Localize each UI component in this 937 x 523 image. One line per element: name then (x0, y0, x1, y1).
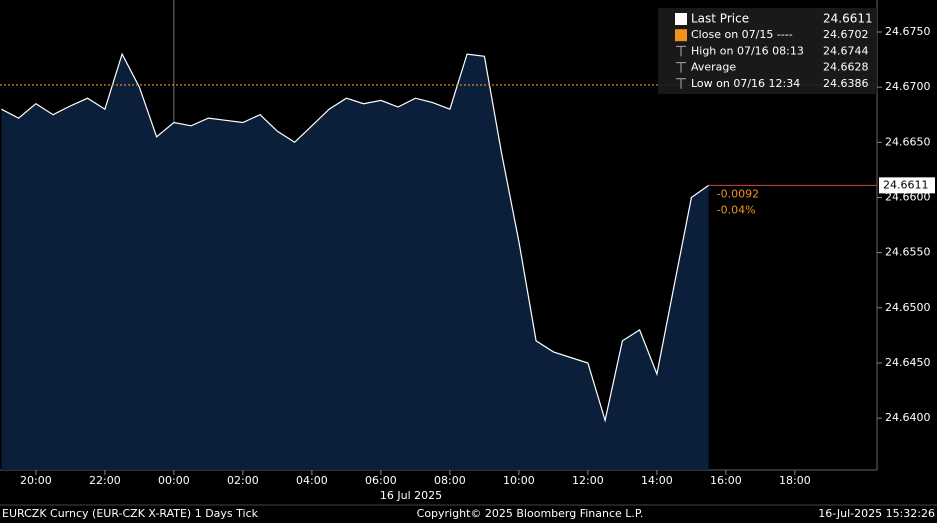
legend-marker (676, 45, 686, 57)
y-tick-label: 24.6400 (885, 411, 931, 424)
day-label: 16 Jul 2025 (380, 489, 442, 502)
y-tick-label: 24.6550 (885, 246, 931, 259)
price-area (1, 54, 709, 470)
last-price-tag-label: 24.6611 (883, 178, 929, 191)
legend-value: 24.6386 (823, 77, 869, 90)
y-tick-label: 24.6650 (885, 135, 931, 148)
x-tick-label: 16:00 (710, 474, 742, 487)
footer-center: Copyright© 2025 Bloomberg Finance L.P. (417, 507, 644, 520)
legend-label: Average (691, 61, 736, 74)
x-tick-label: 20:00 (20, 474, 52, 487)
legend-label: High on 07/16 08:13 (691, 44, 804, 57)
legend-marker (675, 13, 687, 25)
legend-label: Close on 07/15 ---- (691, 28, 793, 41)
y-tick-label: 24.6500 (885, 301, 931, 314)
footer-right: 16-Jul-2025 15:32:26 (818, 507, 935, 520)
x-tick-label: 00:00 (158, 474, 190, 487)
x-tick-label: 08:00 (434, 474, 466, 487)
legend-value: 24.6628 (823, 61, 869, 74)
price-line (1, 52, 709, 423)
legend-label: Last Price (691, 12, 749, 26)
x-tick-label: 06:00 (365, 474, 397, 487)
x-tick-label: 14:00 (641, 474, 673, 487)
x-tick-label: 04:00 (296, 474, 328, 487)
change-label: -0.0092 (717, 187, 759, 200)
legend-marker (676, 78, 686, 89)
legend-value: 24.6702 (823, 28, 869, 41)
x-tick-label: 10:00 (503, 474, 535, 487)
last-price-tag (879, 177, 935, 194)
y-tick-label: 24.6750 (885, 25, 931, 38)
footer-left: EURCZK Curncy (EUR-CZK X-RATE) 1 Days Ti… (2, 507, 259, 520)
x-tick-label: 22:00 (89, 474, 121, 487)
legend-value: 24.6611 (823, 12, 873, 26)
y-tick-label: 24.6450 (885, 356, 931, 369)
x-tick-label: 18:00 (779, 474, 811, 487)
change-pct-label: -0.04% (717, 203, 756, 216)
legend-marker (675, 29, 687, 42)
legend-box (658, 8, 877, 94)
legend-marker (676, 62, 686, 73)
y-tick-label: 24.6600 (885, 190, 931, 203)
x-tick-label: 02:00 (227, 474, 259, 487)
x-tick-label: 12:00 (572, 474, 604, 487)
legend-label: Low on 07/16 12:34 (691, 77, 800, 90)
legend-value: 24.6744 (823, 44, 869, 57)
y-tick-label: 24.6700 (885, 80, 931, 93)
